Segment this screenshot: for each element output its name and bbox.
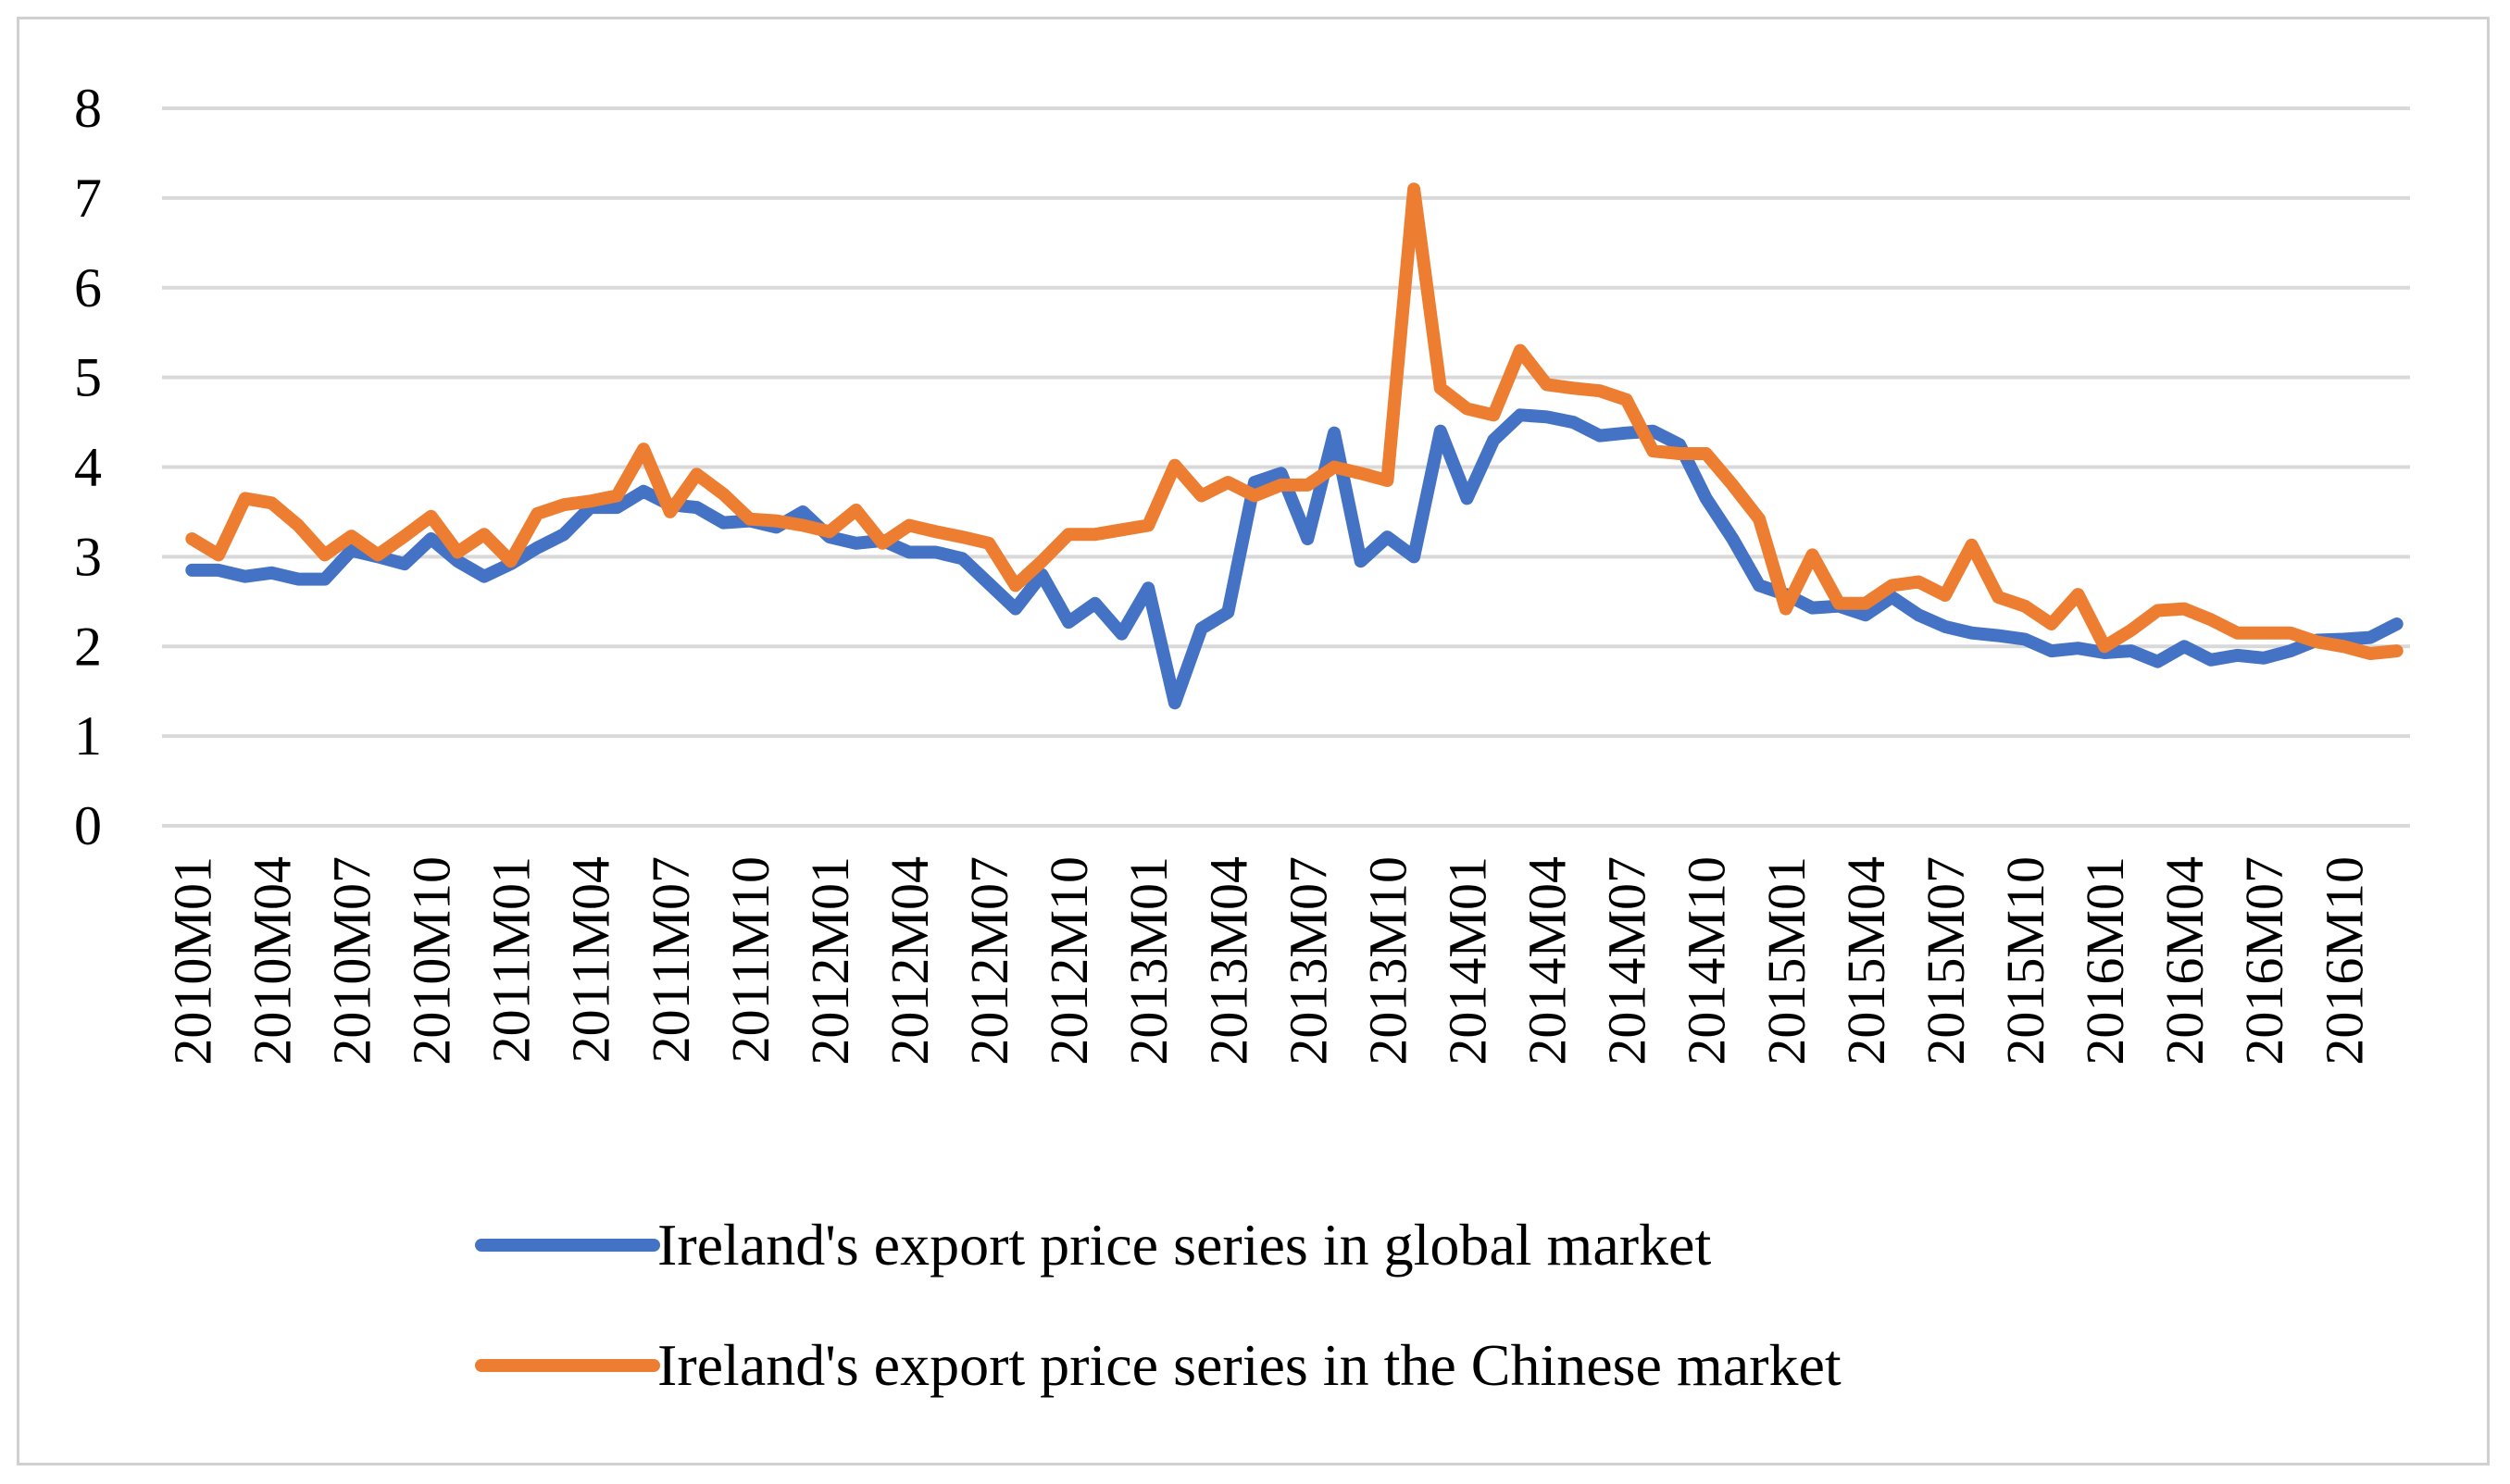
- legend: Ireland's export price series in global …: [475, 1212, 1842, 1398]
- x-tick-label: 2016M04: [2154, 856, 2215, 1066]
- y-tick-label: 6: [74, 257, 102, 318]
- x-tick-label: 2012M01: [800, 856, 860, 1066]
- x-tick-label: 2015M07: [1916, 856, 1976, 1066]
- x-tick-label: 2010M04: [242, 856, 302, 1066]
- y-axis-ticks: 0 1 2 3 4 5 6 7 8: [74, 78, 102, 856]
- x-tick-label: 2015M01: [1756, 856, 1817, 1066]
- x-tick-label: 2013M01: [1118, 856, 1179, 1066]
- x-tick-label: 2011M01: [481, 856, 542, 1063]
- x-tick-label: 2016M07: [2234, 856, 2294, 1066]
- chart-frame: [17, 17, 2490, 1465]
- y-tick-label: 0: [74, 795, 102, 856]
- gridlines: [162, 106, 2410, 828]
- y-tick-label: 2: [74, 616, 102, 677]
- x-tick-label: 2015M04: [1836, 856, 1896, 1066]
- x-tick-label: 2014M01: [1437, 856, 1497, 1066]
- x-tick-label: 2010M10: [402, 856, 462, 1066]
- x-tick-label: 2013M10: [1357, 856, 1417, 1066]
- x-tick-label: 2010M01: [162, 856, 222, 1066]
- x-tick-label: 2015M10: [1995, 856, 2055, 1066]
- x-tick-label: 2014M04: [1517, 856, 1578, 1066]
- x-tick-label: 2014M10: [1677, 856, 1737, 1066]
- y-tick-label: 3: [74, 526, 102, 587]
- x-tick-label: 2011M10: [720, 856, 780, 1063]
- y-tick-label: 4: [74, 437, 102, 498]
- x-tick-label: 2011M07: [641, 856, 701, 1063]
- y-tick-label: 1: [74, 705, 102, 767]
- x-tick-label: 2012M07: [959, 856, 1019, 1066]
- x-tick-label: 2013M04: [1198, 856, 1258, 1066]
- y-tick-label: 7: [74, 168, 102, 229]
- x-tick-label: 2013M07: [1278, 856, 1338, 1066]
- x-tick-label: 2012M04: [880, 856, 940, 1066]
- x-tick-label: 2012M10: [1039, 856, 1099, 1066]
- legend-label-chinese: Ireland's export price series in the Chi…: [657, 1332, 1842, 1398]
- y-tick-label: 8: [74, 78, 102, 139]
- legend-entry-chinese: Ireland's export price series in the Chi…: [475, 1332, 1842, 1398]
- x-tick-label: 2016M01: [2075, 856, 2135, 1066]
- x-tick-label: 2016M10: [2314, 856, 2374, 1066]
- legend-entry-global: Ireland's export price series in global …: [475, 1212, 1711, 1278]
- series-line-global: [185, 408, 2404, 710]
- series-lines: [185, 182, 2404, 710]
- x-tick-label: 2011M04: [561, 856, 621, 1063]
- x-tick-label: 2014M07: [1597, 856, 1657, 1066]
- series-line-chinese: [185, 182, 2404, 660]
- x-tick-label: 2010M07: [321, 856, 381, 1066]
- y-tick-label: 5: [74, 347, 102, 408]
- legend-label-global: Ireland's export price series in global …: [657, 1212, 1711, 1278]
- x-axis-ticks: 2010M01 2010M04 2010M07 2010M10 2011M01 2011M…: [162, 856, 2374, 1066]
